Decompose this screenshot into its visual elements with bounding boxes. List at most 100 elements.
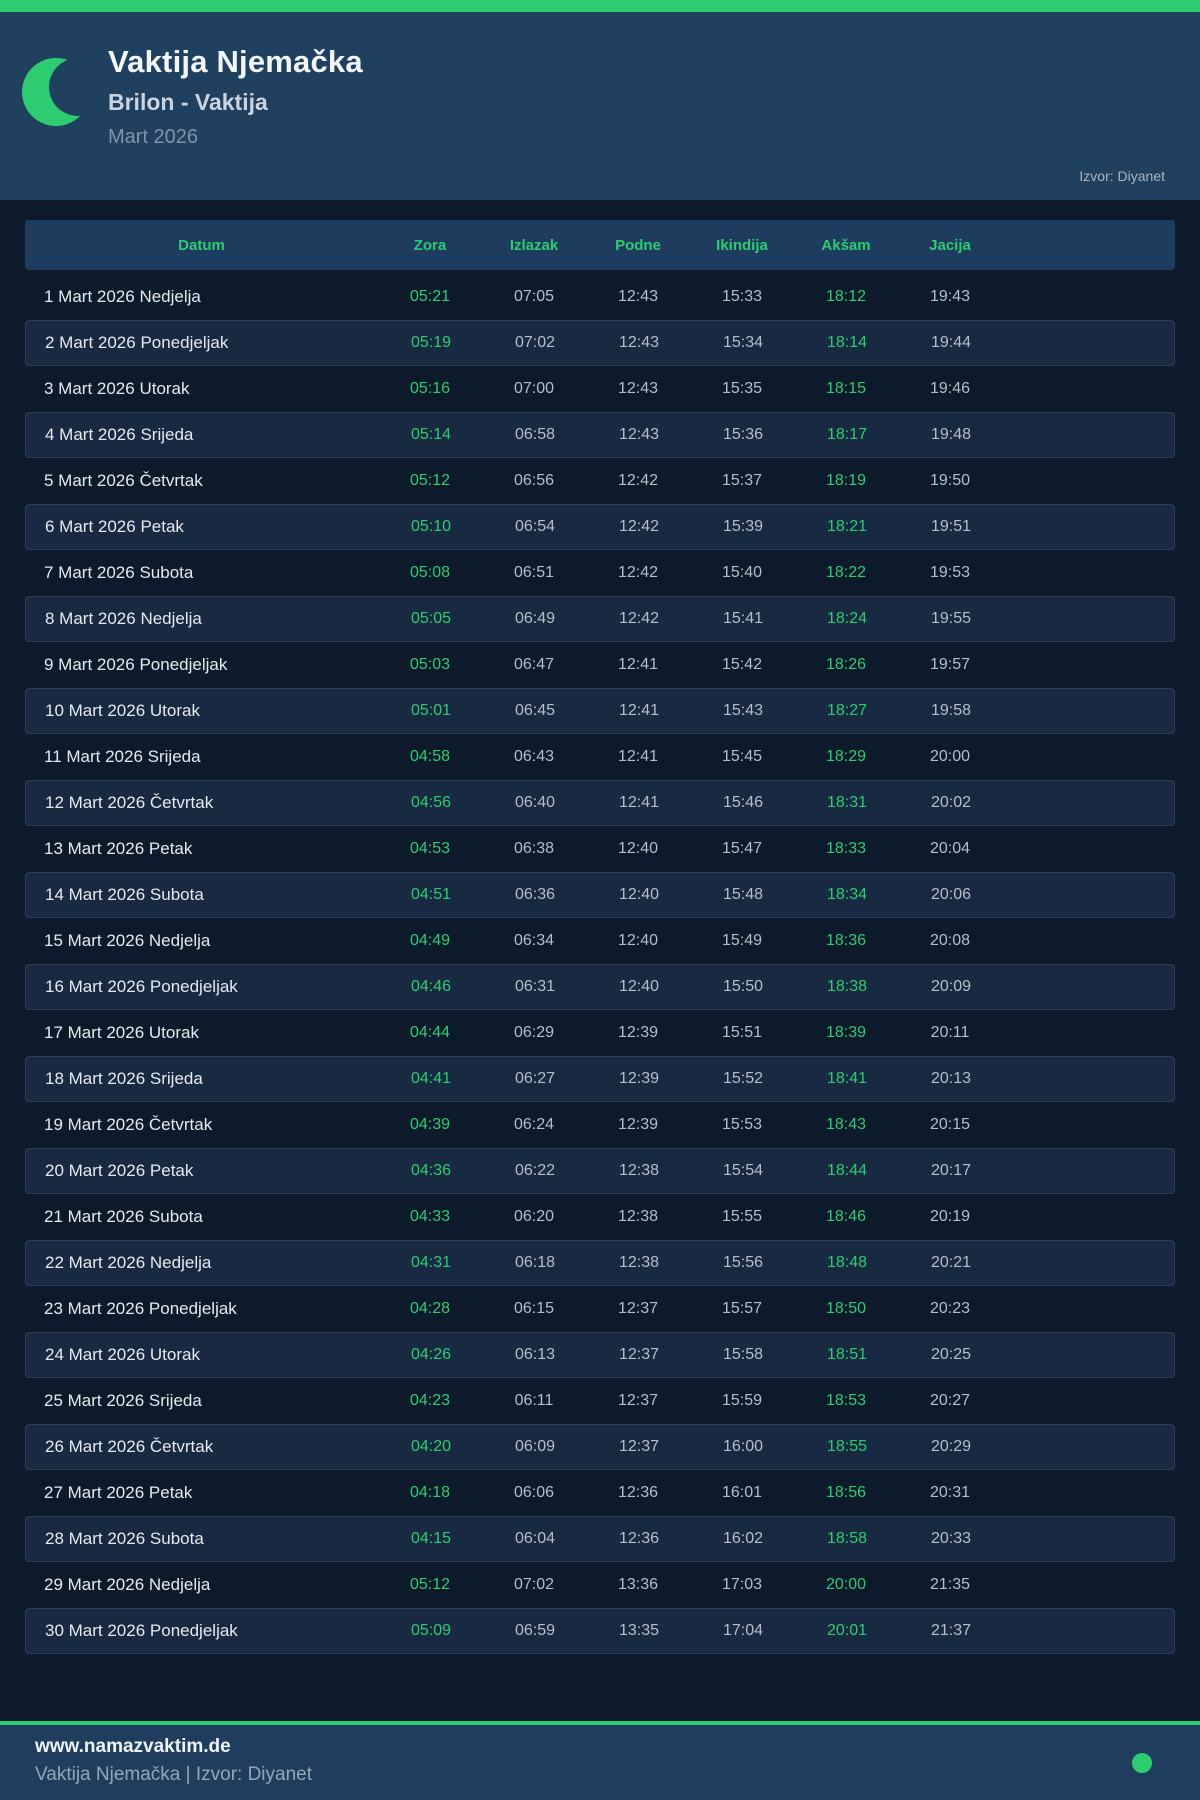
time-podne: 12:38 (617, 1208, 659, 1225)
time-jacija: 20:19 (929, 1208, 971, 1225)
footer-dot-icon (1132, 1752, 1152, 1773)
time-zora: 04:56 (410, 794, 452, 811)
time-podne: 12:41 (617, 748, 659, 765)
time-izlazak: 06:11 (514, 1392, 554, 1409)
time-jacija: 20:21 (930, 1254, 972, 1271)
time-ikindija: 15:49 (721, 932, 763, 949)
time-izlazak: 06:45 (514, 702, 556, 719)
row-date: 14 Mart 2026 Subota (45, 885, 204, 904)
time-ikindija: 15:35 (721, 380, 763, 397)
time-podne: 13:36 (617, 1576, 659, 1593)
time-podne: 12:37 (617, 1392, 659, 1409)
table-row: 27 Mart 2026 Petak 04:18 06:06 12:36 16:… (25, 1470, 1175, 1516)
time-jacija: 20:31 (929, 1484, 971, 1501)
time-zora: 04:18 (409, 1484, 451, 1501)
row-date: 22 Mart 2026 Nedjelja (45, 1253, 212, 1272)
time-zora: 05:09 (410, 1622, 452, 1639)
table-row: 9 Mart 2026 Ponedjeljak 05:03 06:47 12:4… (25, 642, 1175, 688)
table-row: 18 Mart 2026 Srijeda 04:41 06:27 12:39 1… (25, 1056, 1175, 1102)
table-row: 3 Mart 2026 Utorak 05:16 07:00 12:43 15:… (25, 366, 1175, 412)
table-body: 1 Mart 2026 Nedjelja 05:21 07:05 12:43 1… (25, 274, 1175, 1654)
time-podne: 12:39 (618, 1070, 660, 1087)
time-ikindija: 15:42 (721, 656, 763, 673)
table-row: 19 Mart 2026 Četvrtak 04:39 06:24 12:39 … (25, 1102, 1175, 1148)
table-row: 15 Mart 2026 Nedjelja 04:49 06:34 12:40 … (25, 918, 1175, 964)
time-izlazak: 06:36 (514, 886, 556, 903)
time-zora: 05:12 (409, 472, 451, 489)
time-aksam: 18:27 (826, 702, 868, 719)
time-izlazak: 06:22 (514, 1162, 556, 1179)
row-date: 8 Mart 2026 Nedjelja (45, 609, 202, 628)
footer-accent-line (0, 1721, 1200, 1725)
time-podne: 12:39 (617, 1116, 659, 1133)
website-link[interactable]: www.namazvaktim.de (35, 1736, 231, 1757)
time-ikindija: 15:45 (721, 748, 763, 765)
time-aksam: 18:53 (825, 1392, 867, 1409)
row-date: 3 Mart 2026 Utorak (44, 379, 190, 398)
time-izlazak: 06:47 (513, 656, 555, 673)
row-date: 25 Mart 2026 Srijeda (44, 1391, 202, 1410)
time-zora: 05:12 (409, 1576, 451, 1593)
time-jacija: 20:00 (929, 748, 971, 765)
time-aksam: 18:19 (825, 472, 867, 489)
time-aksam: 18:48 (826, 1254, 868, 1271)
crescent-moon-icon (22, 38, 107, 200)
time-izlazak: 07:00 (513, 380, 555, 397)
row-date: 5 Mart 2026 Četvrtak (44, 471, 203, 490)
time-izlazak: 06:13 (514, 1346, 556, 1363)
time-ikindija: 17:04 (722, 1622, 764, 1639)
time-aksam: 20:00 (825, 1576, 867, 1593)
time-izlazak: 06:06 (513, 1484, 555, 1501)
row-date: 6 Mart 2026 Petak (45, 517, 184, 536)
time-jacija: 20:06 (930, 886, 972, 903)
time-jacija: 19:46 (929, 380, 971, 397)
time-ikindija: 16:01 (721, 1484, 763, 1501)
time-ikindija: 15:51 (721, 1024, 763, 1041)
row-date: 23 Mart 2026 Ponedjeljak (44, 1299, 237, 1318)
time-podne: 12:42 (618, 518, 660, 535)
row-date: 12 Mart 2026 Četvrtak (45, 793, 214, 812)
time-podne: 12:40 (618, 886, 660, 903)
time-zora: 04:51 (410, 886, 452, 903)
table-row: 5 Mart 2026 Četvrtak 05:12 06:56 12:42 1… (25, 458, 1175, 504)
table-row: 28 Mart 2026 Subota 04:15 06:04 12:36 16… (25, 1516, 1175, 1562)
table-row: 8 Mart 2026 Nedjelja 05:05 06:49 12:42 1… (25, 596, 1175, 642)
time-zora: 04:23 (409, 1392, 451, 1409)
time-ikindija: 15:47 (721, 840, 763, 857)
time-izlazak: 06:31 (514, 978, 556, 995)
time-jacija: 20:15 (929, 1116, 971, 1133)
time-podne: 12:37 (617, 1300, 659, 1317)
time-zora: 05:16 (409, 380, 451, 397)
time-aksam: 18:21 (826, 518, 868, 535)
time-izlazak: 06:15 (513, 1300, 555, 1317)
time-izlazak: 06:38 (513, 840, 555, 857)
table-row: 26 Mart 2026 Četvrtak 04:20 06:09 12:37 … (25, 1424, 1175, 1470)
table-row: 23 Mart 2026 Ponedjeljak 04:28 06:15 12:… (25, 1286, 1175, 1332)
time-zora: 04:15 (410, 1530, 452, 1547)
time-zora: 05:08 (409, 564, 451, 581)
row-date: 21 Mart 2026 Subota (44, 1207, 203, 1226)
time-ikindija: 15:34 (722, 334, 764, 351)
table-row: 2 Mart 2026 Ponedjeljak 05:19 07:02 12:4… (25, 320, 1175, 366)
table-row: 12 Mart 2026 Četvrtak 04:56 06:40 12:41 … (25, 780, 1175, 826)
time-podne: 12:41 (617, 656, 659, 673)
time-zora: 04:33 (409, 1208, 451, 1225)
time-podne: 12:36 (618, 1530, 660, 1547)
time-podne: 12:38 (618, 1254, 660, 1271)
time-aksam: 18:33 (825, 840, 867, 857)
page-header: Vaktija Njemačka Brilon - Vaktija Mart 2… (0, 12, 1200, 200)
time-aksam: 18:50 (825, 1300, 867, 1317)
time-jacija: 19:55 (930, 610, 972, 627)
time-aksam: 18:24 (826, 610, 868, 627)
time-aksam: 18:46 (825, 1208, 867, 1225)
time-zora: 05:19 (410, 334, 452, 351)
time-izlazak: 06:54 (514, 518, 556, 535)
time-ikindija: 15:46 (722, 794, 764, 811)
time-izlazak: 06:29 (513, 1024, 555, 1041)
time-jacija: 20:27 (929, 1392, 971, 1409)
time-jacija: 21:35 (929, 1576, 971, 1593)
time-jacija: 19:57 (929, 656, 971, 673)
time-jacija: 20:33 (930, 1530, 972, 1547)
row-date: 24 Mart 2026 Utorak (45, 1345, 200, 1364)
time-jacija: 20:04 (929, 840, 971, 857)
